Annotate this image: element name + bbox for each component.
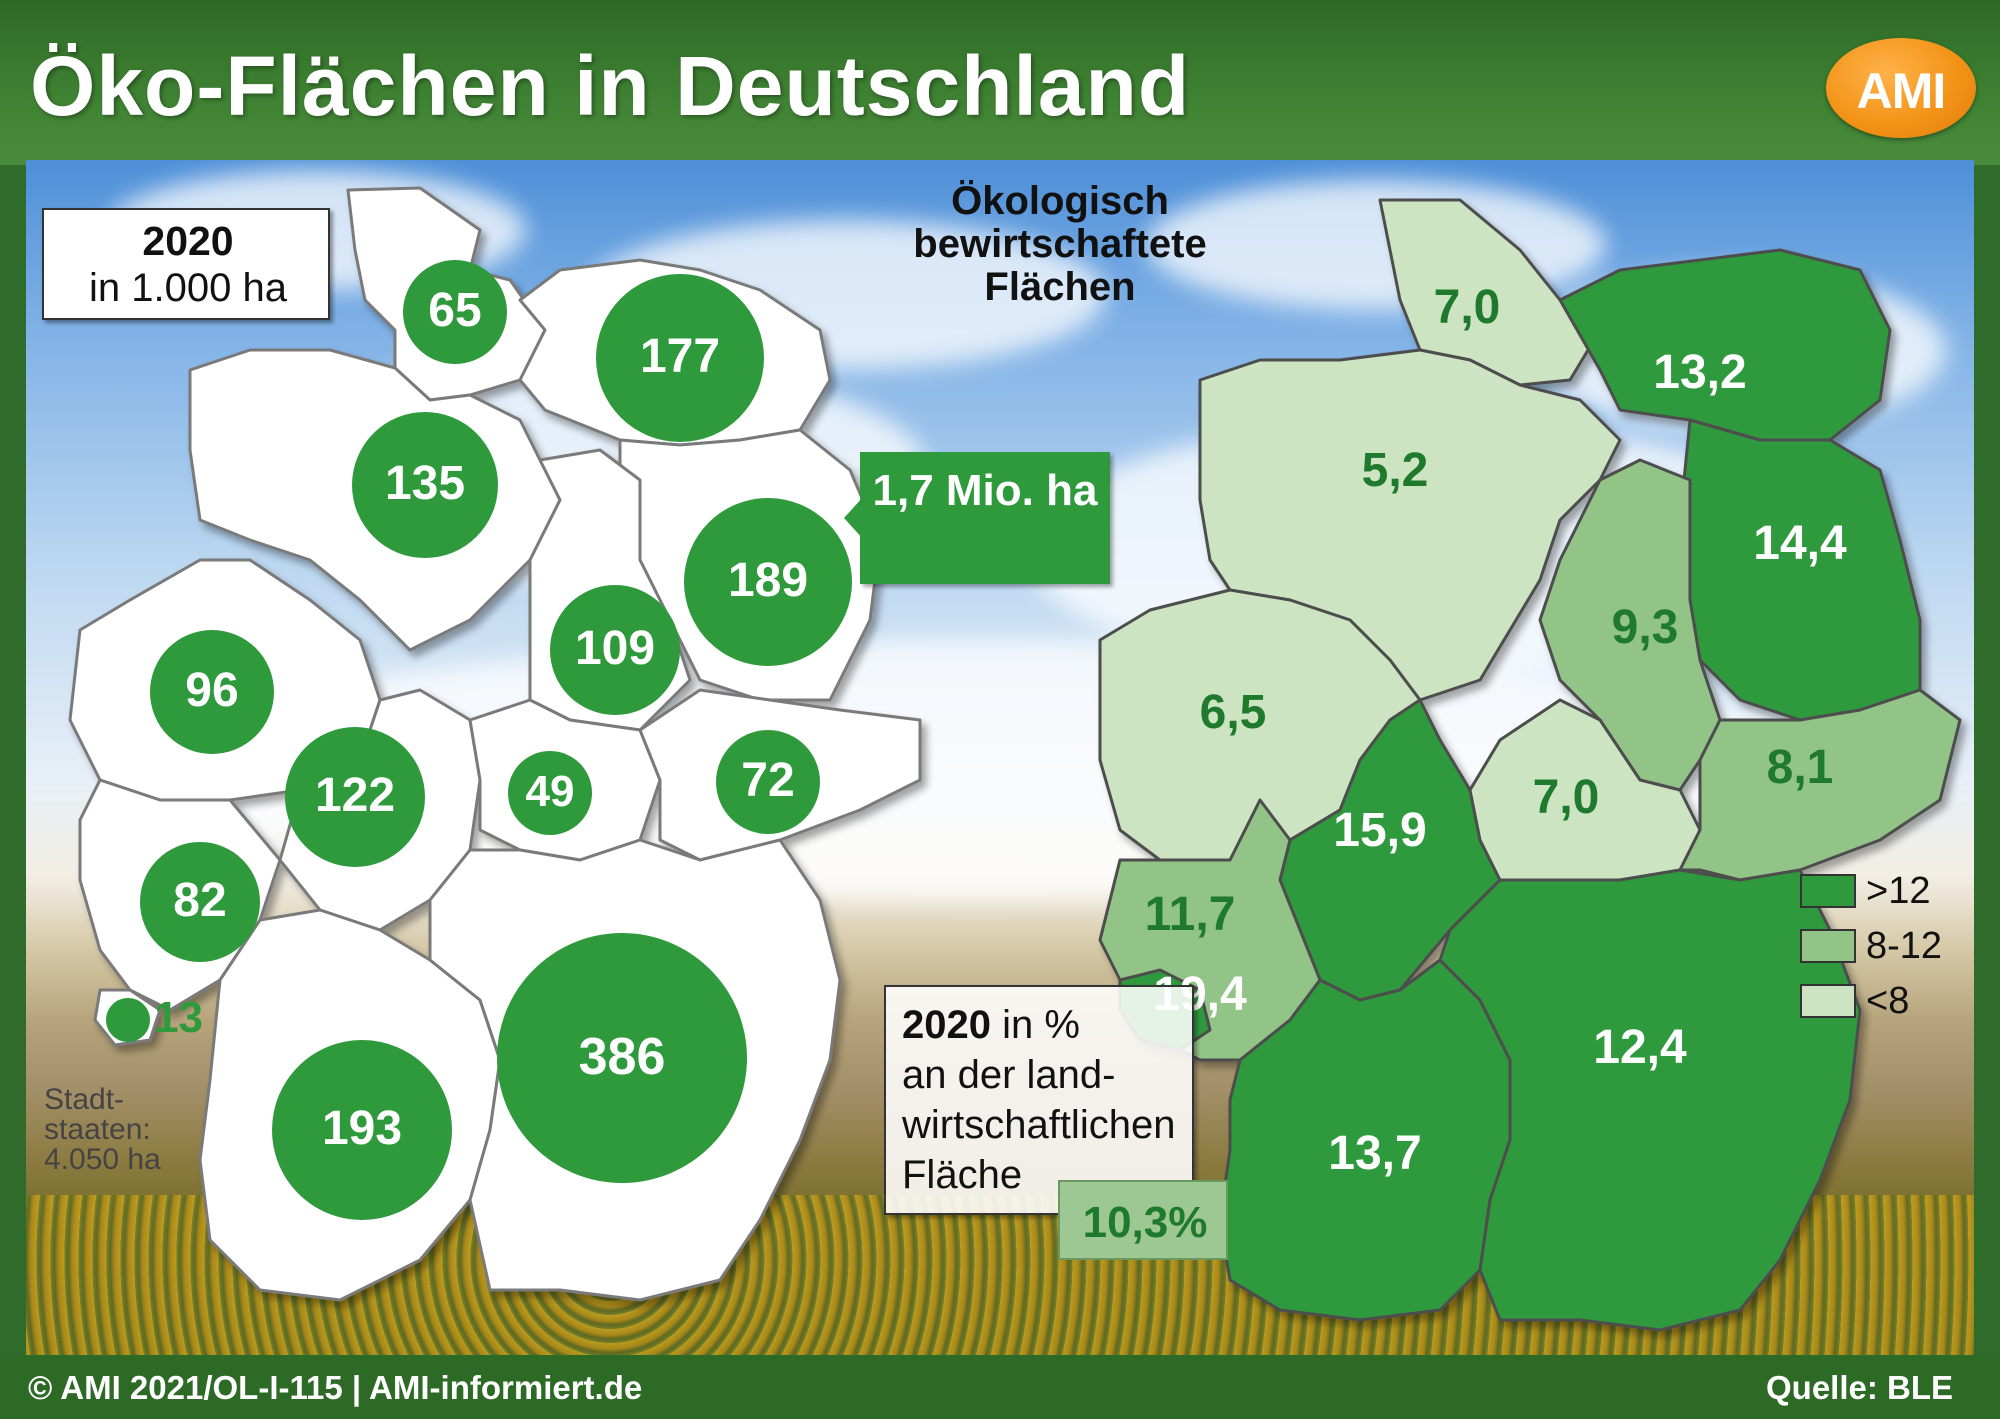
bubble-rp bbox=[140, 842, 260, 962]
bubble-st bbox=[550, 585, 680, 715]
share-year: 2020 bbox=[902, 1003, 991, 1047]
region-value-bw: 13,7 bbox=[1328, 1127, 1422, 1180]
bubble-sl bbox=[106, 998, 150, 1042]
region-value-ni: 5,2 bbox=[1361, 444, 1429, 497]
bubble-value-bw: 193 bbox=[321, 1102, 403, 1156]
bubble-value-st: 109 bbox=[574, 622, 656, 676]
bubble-ni bbox=[352, 412, 498, 558]
right-region-by bbox=[1438, 868, 1862, 1332]
national-share: 10,3% bbox=[1082, 1198, 1208, 1247]
ami-logo-text: AMI bbox=[1856, 63, 1947, 119]
national-share-box: 10,3% bbox=[1058, 1180, 1228, 1260]
ami-logo: AMI bbox=[1826, 38, 1976, 138]
legend-label-mid: 8-12 bbox=[1866, 925, 1943, 967]
bubble-th bbox=[508, 751, 592, 835]
bubble-bw bbox=[272, 1040, 452, 1220]
bubble-value-nw: 96 bbox=[185, 664, 239, 718]
legend-item-low: <8 bbox=[1800, 980, 2000, 1022]
share-line-4: Fläche bbox=[902, 1153, 1023, 1197]
right-region-mv bbox=[1558, 248, 1892, 442]
unit-year: 2020 bbox=[142, 218, 234, 264]
region-value-nw: 6,5 bbox=[1199, 686, 1267, 739]
left-map bbox=[68, 186, 922, 1302]
legend-swatch-mid bbox=[1800, 929, 1856, 963]
region-value-th: 7,0 bbox=[1532, 771, 1600, 824]
region-value-rp: 11,7 bbox=[1144, 888, 1236, 941]
bubble-he bbox=[285, 727, 425, 867]
footer-band bbox=[0, 1355, 2000, 1419]
bubble-value-mv: 177 bbox=[639, 330, 721, 384]
share-line-1: 2020 in % bbox=[902, 1003, 1080, 1048]
legend-label-low: <8 bbox=[1866, 980, 1910, 1022]
bubble-mv bbox=[596, 274, 764, 442]
bubble-value-by: 386 bbox=[578, 1027, 666, 1086]
share-line-2: an der land- bbox=[902, 1053, 1116, 1097]
bubble-value-bb: 189 bbox=[727, 554, 809, 608]
legend-swatch-low bbox=[1800, 984, 1856, 1018]
bubble-value-ni: 135 bbox=[384, 457, 466, 511]
header-band bbox=[0, 0, 2000, 165]
bubble-value-sl: 13 bbox=[154, 992, 203, 1042]
unit-text: in 1.000 ha bbox=[89, 266, 287, 310]
total-box: 1,7 Mio. ha bbox=[860, 452, 1110, 584]
legend-label-high: >12 bbox=[1866, 870, 1931, 912]
bubble-value-he: 122 bbox=[314, 769, 396, 823]
total-label: 1,7 Mio. ha bbox=[872, 466, 1098, 515]
bubble-value-sh: 65 bbox=[428, 284, 482, 338]
share-box: 2020 in % an der land- wirtschaftlichen … bbox=[884, 985, 1194, 1215]
bubble-sn bbox=[716, 730, 820, 834]
legend-swatch-high bbox=[1800, 874, 1856, 908]
right-region-sh bbox=[1378, 198, 1602, 387]
region-value-by: 12,4 bbox=[1593, 1021, 1687, 1074]
region-value-mv: 13,2 bbox=[1653, 346, 1747, 399]
bubble-nw bbox=[150, 630, 274, 754]
region-value-he: 15,9 bbox=[1333, 804, 1427, 857]
region-value-bb: 14,4 bbox=[1753, 517, 1847, 570]
region-value-st: 9,3 bbox=[1611, 601, 1679, 654]
center-title: Ökologisch bewirtschaftete Flächen bbox=[913, 179, 1207, 309]
bubble-sh bbox=[403, 260, 507, 364]
region-value-sh: 7,0 bbox=[1433, 281, 1501, 334]
bubble-layer bbox=[106, 260, 852, 1220]
bubble-bb bbox=[684, 498, 852, 666]
share-line-3: wirtschaftlichen bbox=[902, 1103, 1176, 1147]
legend-item-high: >12 bbox=[1800, 870, 2000, 912]
share-unit: in % bbox=[1002, 1003, 1080, 1047]
right-map bbox=[1098, 198, 1962, 1332]
region-value-sn: 8,1 bbox=[1766, 741, 1834, 794]
bubble-by bbox=[497, 933, 747, 1183]
bubble-value-th: 49 bbox=[525, 766, 575, 816]
footer-copyright: © AMI 2021/OL-I-115 | AMI-informiert.de bbox=[28, 1369, 643, 1406]
footer-source: Quelle: BLE bbox=[1766, 1369, 1954, 1406]
unit-box: 2020 in 1.000 ha bbox=[42, 208, 330, 320]
bubble-value-rp: 82 bbox=[173, 874, 227, 928]
legend-item-mid: 8-12 bbox=[1800, 925, 2000, 967]
bubble-value-sn: 72 bbox=[741, 754, 795, 808]
right-region-st bbox=[1538, 458, 1722, 792]
city-states-note: Stadt-staaten: 4.050 ha bbox=[44, 1083, 161, 1176]
page-title: Öko-Flächen in Deutschland bbox=[30, 39, 1191, 133]
